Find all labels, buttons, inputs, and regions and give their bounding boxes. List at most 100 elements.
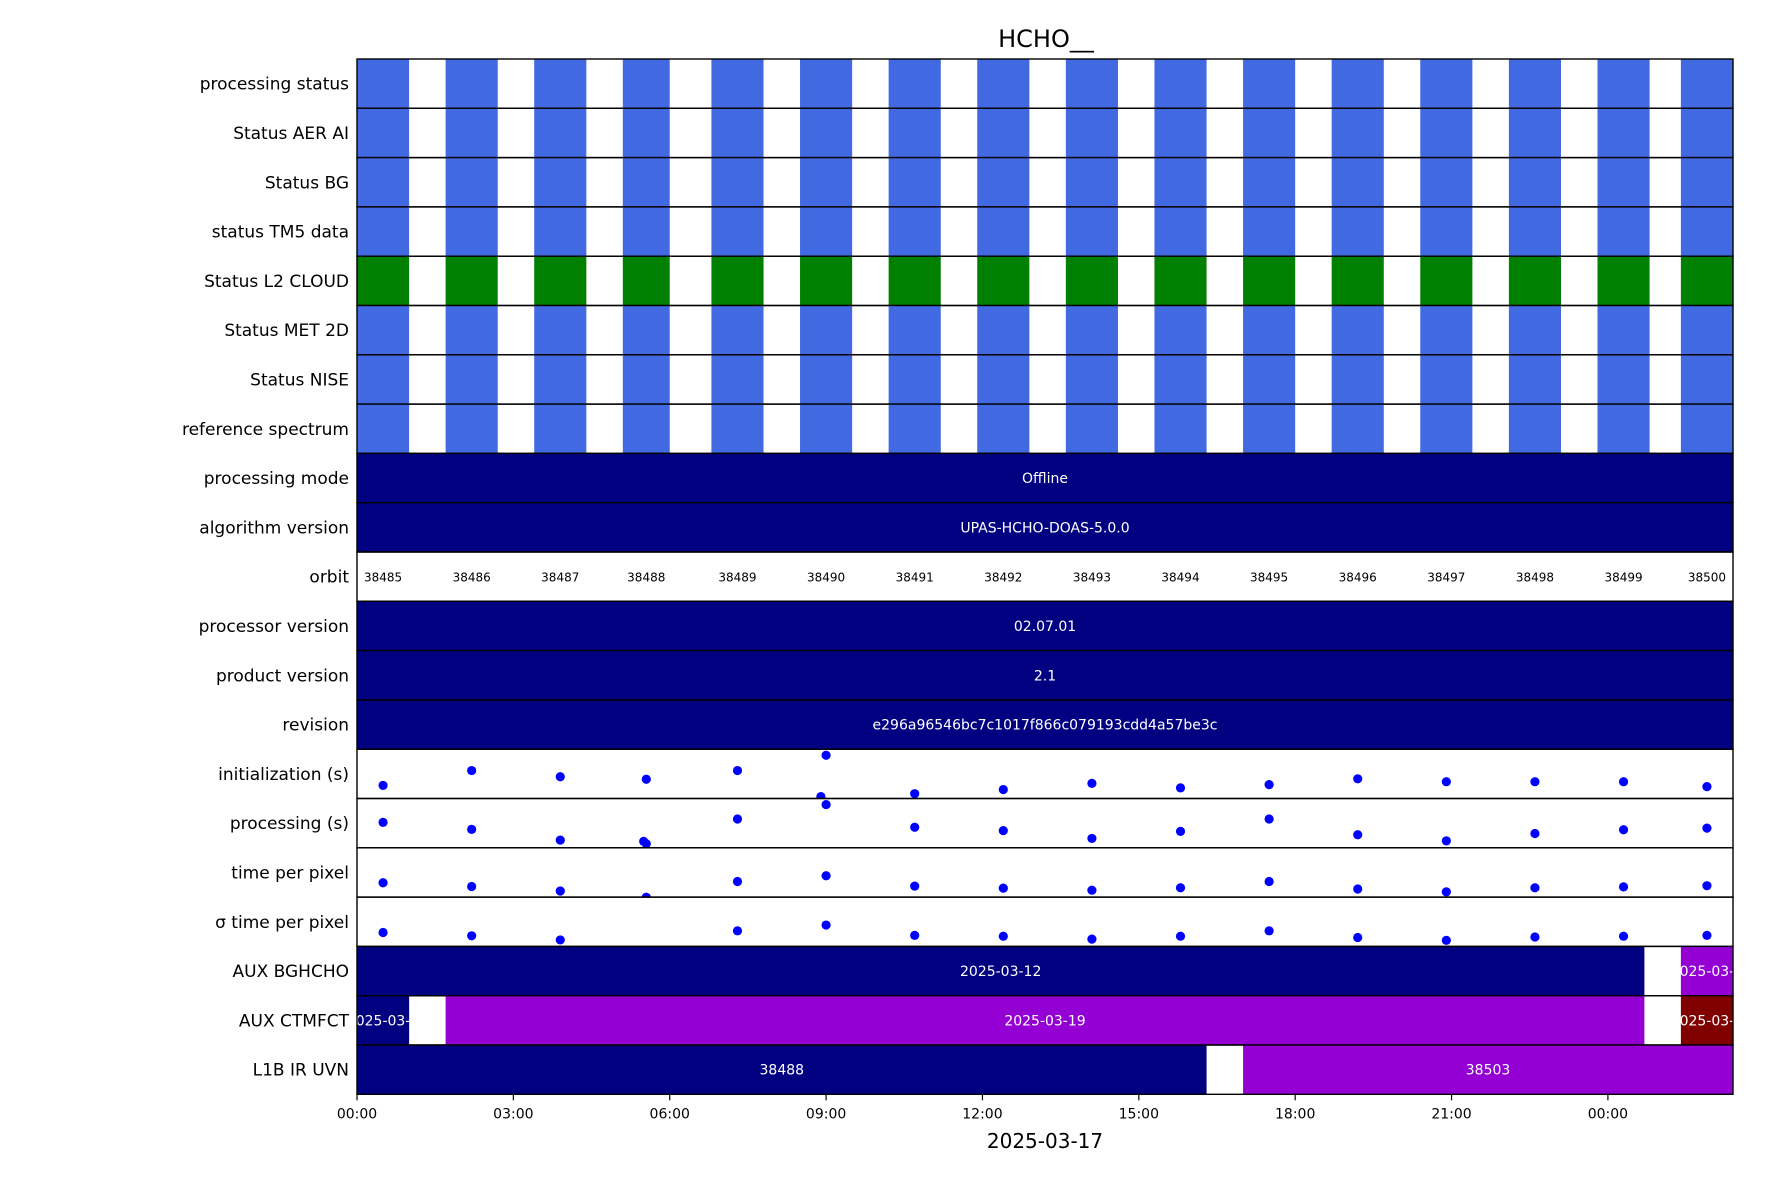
scatter-point: [1441, 935, 1451, 945]
orbit-label: 38489: [718, 571, 756, 585]
row-label: revision: [282, 716, 349, 736]
scatter-point: [910, 789, 920, 799]
segment-label: UPAS-HCHO-DOAS-5.0.0: [960, 520, 1129, 536]
scatter-point: [1087, 778, 1097, 788]
orbit-label: 38494: [1161, 571, 1199, 585]
orbit-label: 38498: [1516, 571, 1554, 585]
row-7: reference spectrum: [182, 403, 1734, 455]
row-0: processing status: [200, 58, 1734, 109]
segment-bar: [357, 502, 1733, 552]
status-cell: [534, 108, 587, 158]
status-cell: [977, 157, 1030, 207]
status-cell: [1597, 256, 1650, 306]
row-15: processing (s): [230, 797, 1734, 849]
row-content-5: [357, 305, 1733, 355]
status-cell: [1680, 404, 1733, 454]
row-content-18: 2025-03-12 2025-03-1: [357, 946, 1733, 996]
row-label: processing mode: [204, 469, 349, 489]
orbit-label: 38488: [627, 571, 665, 585]
scatter-point: [1618, 931, 1629, 941]
status-cell: [534, 305, 587, 355]
status-cell: [534, 157, 587, 207]
status-cell: [622, 305, 670, 355]
segment-label: 2025-03-12: [960, 964, 1041, 980]
row-content-16: [378, 871, 1712, 898]
row-label: product version: [216, 666, 349, 686]
scatter-point: [821, 799, 831, 810]
status-cell: [445, 404, 498, 454]
status-cell: [445, 59, 498, 109]
status-cell: [1065, 404, 1118, 454]
row-10: 38485 38486 38487 38488 38489 38490 38491 38492…: [309, 551, 1734, 602]
status-cell: [357, 59, 410, 109]
status-cell: [711, 256, 764, 306]
status-cell: [534, 404, 587, 454]
scatter-point: [910, 930, 920, 940]
scatter-point: [1175, 783, 1186, 793]
row-label: AUX CTMFCT: [239, 1011, 350, 1031]
status-cell: [1597, 108, 1650, 158]
status-cell: [534, 206, 587, 257]
row-content-0: [357, 59, 1733, 109]
status-cell: [800, 404, 853, 454]
row-label: Status BG: [265, 173, 349, 193]
status-cell: [888, 256, 941, 306]
status-cell: [1420, 59, 1473, 109]
row-2: Status BG: [265, 156, 1734, 208]
status-cell: [1065, 108, 1118, 158]
row-content-4: [357, 256, 1733, 306]
row-3: status TM5 data: [212, 206, 1734, 257]
status-cell: [445, 206, 498, 257]
scatter-point: [998, 825, 1008, 836]
scatter-point: [378, 878, 388, 888]
scatter-point: [1353, 830, 1363, 840]
row-label: L1B IR UVN: [253, 1061, 349, 1081]
status-cell: [357, 305, 410, 355]
status-cell: [1331, 305, 1384, 355]
x-tick-label: 12:00: [962, 1106, 1002, 1122]
scatter-point: [1264, 814, 1274, 824]
row-label: AUX BGHCHO: [233, 962, 349, 982]
segment-label: e296a96546bc7c1017f866c079193cdd4a57be3c: [873, 718, 1218, 734]
row-label: processor version: [199, 617, 349, 637]
status-cell: [534, 59, 587, 109]
row-content-3: [357, 206, 1733, 257]
orbit-label: 38495: [1250, 571, 1288, 585]
status-cell: [1420, 108, 1473, 158]
status-cell: [1597, 59, 1650, 109]
scatter-point: [1530, 883, 1540, 893]
status-cell: [1243, 305, 1296, 355]
row-label: Status NISE: [250, 370, 349, 390]
status-cell: [888, 354, 941, 405]
status-cell: [1065, 206, 1118, 257]
scatter-point: [1175, 826, 1186, 837]
orbit-label: 38490: [807, 571, 845, 585]
row-label: initialization (s): [218, 765, 349, 785]
status-cell: [534, 256, 587, 306]
status-cell: [977, 404, 1030, 454]
orbit-label: 38492: [984, 571, 1022, 585]
status-cell: [1420, 157, 1473, 207]
scatter-point: [639, 836, 649, 846]
scatter-point: [732, 765, 743, 776]
row-13: e296a96546bc7c1017f866c079193cdd4a57be3c…: [282, 699, 1734, 750]
status-cell: [977, 256, 1030, 306]
scatter-point: [1264, 876, 1274, 887]
status-cell: [1597, 305, 1650, 355]
status-cell: [1331, 59, 1384, 109]
row-content-2: [357, 157, 1733, 207]
status-cell: [800, 108, 853, 158]
status-cell: [445, 157, 498, 207]
status-cell: [977, 354, 1030, 405]
row-6: Status NISE: [250, 354, 1734, 405]
status-cell: [1243, 206, 1296, 257]
orbit-label: 38493: [1073, 571, 1111, 585]
row-16: time per pixel: [231, 847, 1734, 898]
scatter-point: [555, 886, 565, 896]
segment-label: 2025-03-2: [1671, 1013, 1743, 1029]
x-tick-label: 06:00: [650, 1106, 690, 1122]
chart-title: HCHO__: [998, 25, 1095, 53]
orbit-label: 38487: [541, 571, 579, 585]
status-cell: [622, 108, 670, 158]
status-cell: [711, 206, 764, 257]
